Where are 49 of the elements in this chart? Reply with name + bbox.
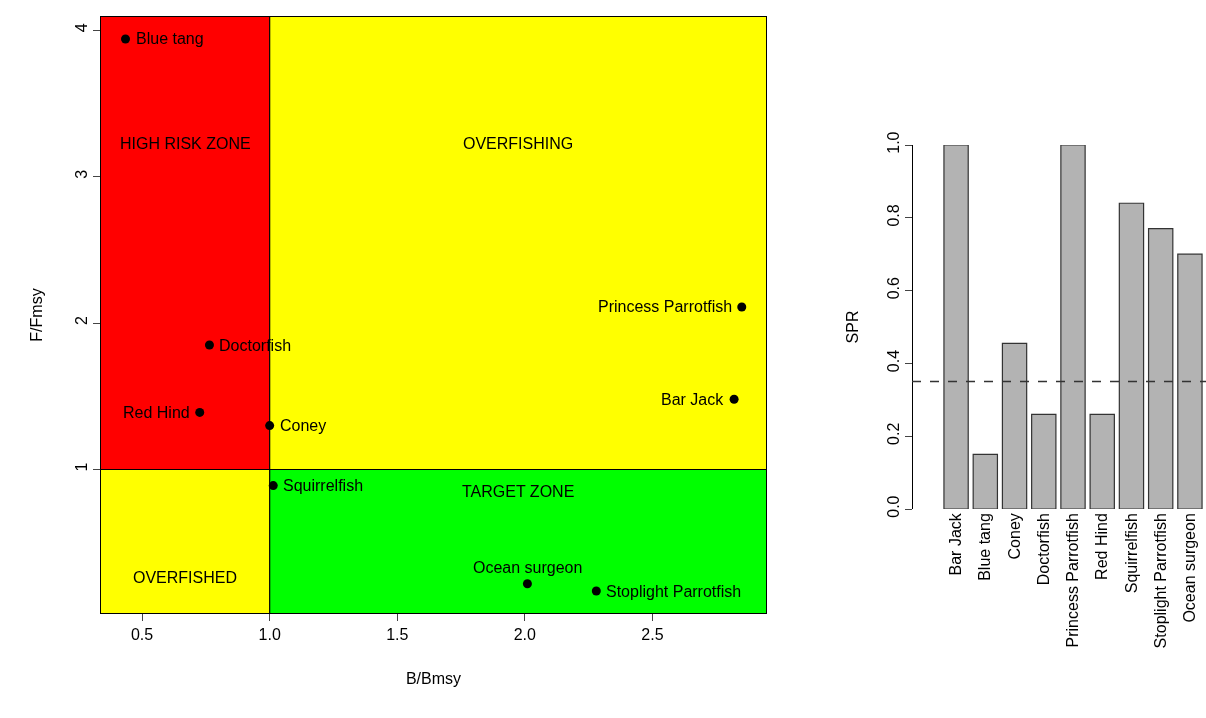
point: [204, 340, 214, 350]
x-tick-label: Stoplight Parrotfish: [1151, 513, 1169, 649]
x-tick-label: Red Hind: [1093, 513, 1111, 580]
x-tick-label: Doctorfish: [1034, 513, 1052, 586]
y-tick-label: 4: [72, 23, 90, 33]
y-tick-label: 0.0: [884, 495, 902, 518]
point: [729, 394, 739, 404]
x-tick-label: Bar Jack: [947, 512, 965, 576]
y-tick-label: 0.4: [884, 349, 902, 373]
y-axis-title: F/Fmsy: [28, 288, 46, 342]
x-tick-label: Princess Parrotfish: [1064, 513, 1082, 648]
x-axis-title: B/Bmsy: [405, 669, 462, 687]
bar: [1089, 413, 1115, 509]
y-tick-label: 0.2: [884, 422, 902, 445]
annotation: Coney: [280, 417, 327, 434]
annotation: HIGH RISK ZONE: [120, 135, 251, 152]
annotation: Bar Jack: [661, 391, 725, 408]
point: [591, 586, 601, 596]
annotation: Squirrelfish: [283, 477, 364, 494]
annotation: Stoplight Parrotfish: [606, 583, 742, 600]
annotation: OVERFISHING: [463, 135, 574, 152]
y-axis-title: SPR: [844, 310, 862, 344]
annotation: Princess Parrotfish: [598, 298, 733, 315]
bar: [972, 453, 999, 509]
point: [195, 407, 205, 417]
x-tick-label: 1.5: [386, 626, 409, 644]
x-tick-label: Blue tang: [976, 513, 994, 581]
x-tick-label: Ocean surgeon: [1181, 513, 1199, 623]
annotation: Blue tang: [136, 30, 204, 47]
x-tick-label: Coney: [1005, 513, 1023, 560]
point: [121, 34, 130, 44]
point: [522, 579, 532, 589]
annotation: OVERFISHED: [133, 569, 238, 586]
y-tick-label: 1.0: [884, 131, 902, 154]
x-tick-label: 1.0: [258, 626, 281, 644]
bar: [1031, 413, 1057, 509]
x-tick-label: 0.5: [130, 626, 154, 644]
point: [737, 302, 747, 312]
point: [268, 481, 278, 491]
x-tick-label: 2.5: [641, 626, 664, 644]
annotation: Red Hind: [123, 404, 190, 421]
annotation: TARGET ZONE: [462, 483, 575, 500]
x-tick-label: 2.0: [513, 626, 537, 644]
x-tick-label: Squirrelfish: [1122, 513, 1140, 594]
y-tick-label: 3: [72, 169, 90, 179]
y-tick-label: 0.8: [884, 204, 902, 227]
y-tick-label: 1: [72, 462, 90, 472]
y-tick-label: 0.6: [884, 276, 902, 300]
y-tick-label: 2: [72, 316, 90, 326]
